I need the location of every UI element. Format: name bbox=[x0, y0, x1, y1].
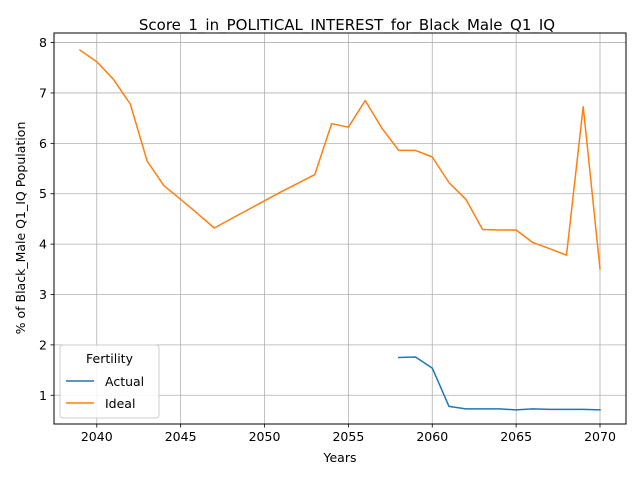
series-line-ideal bbox=[78, 49, 601, 270]
x-tick-label: 2065 bbox=[500, 429, 532, 444]
x-tick-label: 2050 bbox=[249, 429, 281, 444]
series-line-actual bbox=[397, 356, 601, 411]
legend: Fertility Actual Ideal bbox=[59, 344, 160, 419]
y-tick-label: 7 bbox=[39, 85, 47, 100]
y-tick-label: 3 bbox=[39, 287, 47, 302]
x-tick-label: 2070 bbox=[584, 429, 616, 444]
y-tick-label: 5 bbox=[39, 186, 47, 201]
y-tick-label: 4 bbox=[39, 237, 47, 252]
y-axis: 1 2 3 4 5 6 7 8 bbox=[39, 35, 54, 403]
grid bbox=[54, 33, 626, 424]
legend-label-actual: Actual bbox=[105, 374, 144, 389]
x-axis: 2040 2045 2050 2055 2060 2065 2070 bbox=[81, 424, 616, 444]
y-tick-label: 8 bbox=[39, 35, 47, 50]
y-tick-label: 2 bbox=[39, 337, 47, 352]
x-tick-label: 2040 bbox=[81, 429, 113, 444]
x-tick-label: 2055 bbox=[332, 429, 364, 444]
chart-title: Score_1_in_POLITICAL_INTEREST_for_Black_… bbox=[139, 16, 555, 35]
legend-label-ideal: Ideal bbox=[105, 396, 135, 411]
x-axis-label: Years bbox=[323, 450, 357, 465]
y-axis-label: % of Black_Male Q1_IQ Population bbox=[13, 122, 28, 335]
legend-frame bbox=[59, 344, 160, 419]
y-tick-label: 6 bbox=[39, 136, 47, 151]
plot-frame bbox=[53, 32, 627, 425]
y-tick-label: 1 bbox=[39, 388, 47, 403]
x-tick-label: 2045 bbox=[165, 429, 197, 444]
legend-title: Fertility bbox=[86, 351, 134, 366]
series-lines bbox=[78, 49, 601, 411]
x-tick-label: 2060 bbox=[416, 429, 448, 444]
